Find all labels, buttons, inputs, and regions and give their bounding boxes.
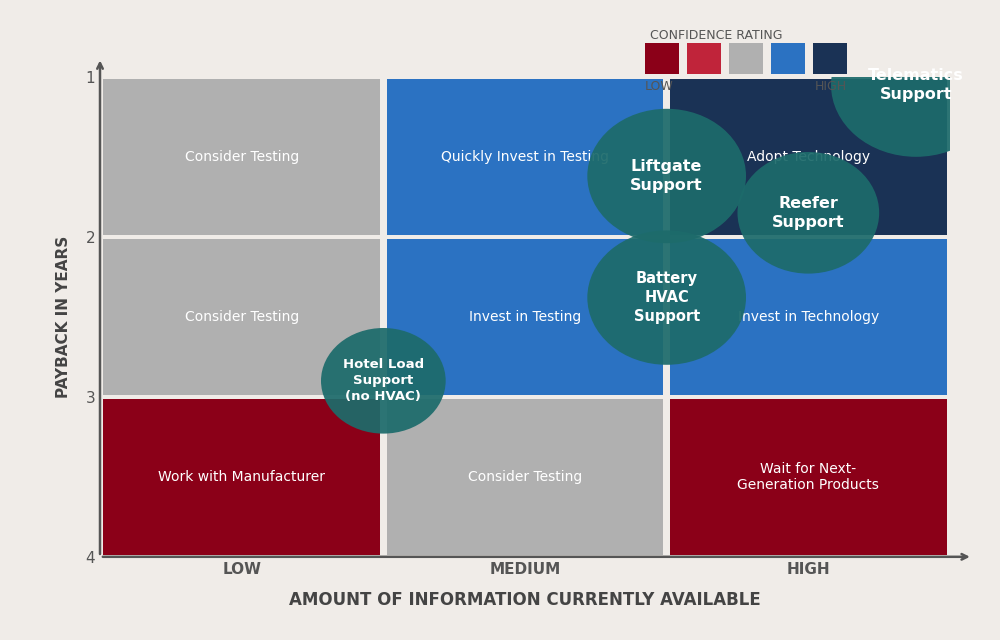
Text: Battery
HVAC
Support: Battery HVAC Support [634, 271, 700, 324]
Text: Work with Manufacturer: Work with Manufacturer [158, 470, 325, 484]
Ellipse shape [587, 230, 746, 365]
Text: LOW: LOW [645, 80, 674, 93]
Bar [103, 399, 380, 555]
Text: Invest in Technology: Invest in Technology [738, 310, 879, 324]
Bar [103, 239, 380, 395]
Ellipse shape [737, 152, 879, 273]
Text: Wait for Next-
Generation Products: Wait for Next- Generation Products [737, 461, 879, 492]
Text: Telematics
Support: Telematics Support [868, 68, 964, 102]
Bar [387, 399, 663, 555]
Ellipse shape [587, 109, 746, 243]
Text: Consider Testing: Consider Testing [185, 310, 299, 324]
Text: Consider Testing: Consider Testing [468, 470, 582, 484]
Text: Adopt Technology: Adopt Technology [747, 150, 870, 164]
Bar [387, 239, 663, 395]
Y-axis label: PAYBACK IN YEARS: PAYBACK IN YEARS [56, 236, 72, 398]
Bar [670, 399, 947, 555]
Text: Reefer
Support: Reefer Support [772, 196, 845, 230]
Text: Liftgate
Support: Liftgate Support [630, 159, 703, 193]
FancyBboxPatch shape [813, 43, 847, 74]
Text: CONFIDENCE RATING: CONFIDENCE RATING [650, 29, 782, 42]
Bar [670, 239, 947, 395]
Text: Consider Testing: Consider Testing [185, 150, 299, 164]
FancyBboxPatch shape [645, 43, 679, 74]
Bar [670, 79, 947, 235]
FancyBboxPatch shape [771, 43, 805, 74]
Text: Hotel Load
Support
(no HVAC): Hotel Load Support (no HVAC) [343, 358, 424, 403]
FancyBboxPatch shape [687, 43, 721, 74]
Ellipse shape [321, 328, 446, 434]
Bar [387, 79, 663, 235]
Ellipse shape [831, 13, 1000, 157]
X-axis label: AMOUNT OF INFORMATION CURRENTLY AVAILABLE: AMOUNT OF INFORMATION CURRENTLY AVAILABL… [289, 591, 761, 609]
Bar [103, 79, 380, 235]
Text: HIGH: HIGH [815, 80, 847, 93]
FancyBboxPatch shape [729, 43, 763, 74]
Text: Quickly Invest in Testing: Quickly Invest in Testing [441, 150, 609, 164]
Text: Invest in Testing: Invest in Testing [469, 310, 581, 324]
